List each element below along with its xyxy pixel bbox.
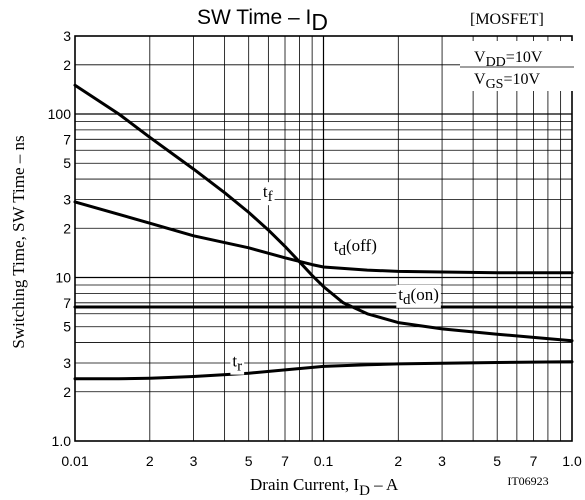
series-line-tf [73,83,574,343]
figure-id: IT06923 [507,474,548,488]
x-axis-label: Drain Current, ID – A [250,475,399,499]
y-tick-label: 3 [63,355,71,371]
x-tick-label: 1.0 [562,453,582,469]
grid [75,36,572,441]
x-tick-label: 7 [281,453,289,469]
plot-frame [74,35,573,442]
y-axis-label: Switching Time, SW Time – ns [9,135,28,348]
y-tick-label: 7 [63,295,71,311]
curve-label-tf: tf [263,182,273,205]
series-lines [73,83,574,381]
series-line-td-off- [73,200,574,275]
device-type-tag: [MOSFET] [470,11,544,28]
curve-label-bg [396,284,441,308]
curve-label-td-on-: td(on) [398,285,439,308]
tick-labels: 0.01 2 3 5 7 0.1 2 3 5 7 1.0 1.0 2 3 5 7 10 2 3 5 7 100 2 3 [48,28,582,469]
x-tick-label: 7 [530,453,538,469]
x-tick-label: 5 [493,453,501,469]
y-tick-label: 10 [55,270,71,286]
curve-label-bg [331,236,379,260]
y-tick-label: 7 [63,131,71,147]
curve-label-tr: tr [232,352,242,375]
x-tick-label: 3 [438,453,446,469]
y-tick-label: 5 [63,319,71,335]
x-tick-label: 5 [245,453,253,469]
y-tick-label: 2 [63,384,71,400]
condition-vgs: VGS=10V [474,71,540,92]
y-tick-label: 1.0 [52,433,72,449]
x-tick-label: 0.01 [61,453,88,469]
curve-label-td-off-: td(off) [334,236,377,259]
y-tick-label: 5 [63,155,71,171]
conditions-box-background [460,41,574,91]
condition-vdd: VDD=10V [474,49,543,70]
curve-labels: tf td(off) td(on) tr [232,182,438,374]
y-tick-label: 2 [63,220,71,236]
x-tick-label: 2 [394,453,402,469]
x-tick-label: 2 [146,453,154,469]
series-line-tr [73,360,574,381]
y-tick-label: 3 [63,28,71,44]
curve-label-backgrounds [230,182,441,375]
curve-label-bg [230,351,245,375]
x-tick-label: 0.1 [314,453,334,469]
y-tick-label: 100 [48,106,72,122]
y-tick-label: 2 [63,57,71,73]
chart-title: SW Time – ID [197,6,328,35]
y-tick-label: 3 [63,191,71,207]
x-tick-label: 3 [190,453,198,469]
curve-label-bg [260,182,275,206]
